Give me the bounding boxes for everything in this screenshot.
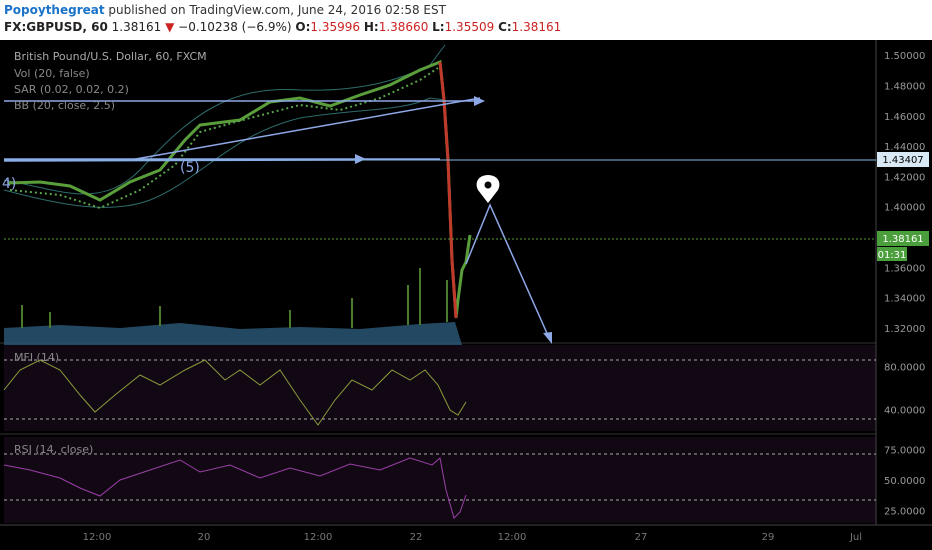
wave-4-label: 4)	[2, 176, 16, 192]
close-value: 1.38161	[511, 20, 562, 34]
arrow-heads	[355, 96, 552, 344]
mfi-line	[3, 359, 467, 426]
sar-series	[9, 67, 439, 210]
rsi-pane	[4, 437, 876, 523]
countdown-badge	[877, 247, 907, 261]
last-price-badge	[877, 231, 929, 246]
bb-legend: BB (20, close, 2.5)	[14, 99, 115, 112]
rsi-line	[3, 457, 467, 519]
down-triangle-icon: ▼	[165, 20, 175, 34]
rsi-tick-label: 50.0000	[884, 476, 925, 487]
price-chart[interactable]: 4) (5) British Pound/U.S. Dollar, 60, FX…	[0, 40, 932, 550]
sar-legend: SAR (0.02, 0.02, 0.2)	[14, 83, 129, 96]
high-value: 1.38660	[378, 20, 429, 34]
mfi-tick-label: 40.0000	[884, 406, 925, 417]
map-pin-icon	[476, 175, 500, 203]
quote-line: FX:GBPUSD, 60 1.38161 ▼ −0.10238 (−6.9%)…	[4, 20, 561, 34]
last-price-badge-label: 1.38161	[882, 234, 923, 245]
price-tick-label: 1.32000	[884, 324, 925, 335]
price-tick-label: 1.44000	[884, 142, 925, 153]
publish-line: Popoythegreat published on TradingView.c…	[4, 3, 446, 17]
time-tick-label: 20	[198, 532, 211, 543]
price-tick-label: 1.50000	[884, 51, 925, 62]
volume-area	[4, 322, 462, 345]
open-label: O:	[295, 20, 311, 34]
author-link[interactable]: Popoythegreat	[4, 3, 105, 17]
symbol-label: FX:GBPUSD, 60	[4, 20, 108, 34]
last-price: 1.38161	[111, 20, 162, 34]
countdown-label: 01:31	[878, 250, 907, 261]
price-tick-label: 1.42000	[884, 172, 925, 183]
rsi-tick-label: 75.0000	[884, 445, 925, 456]
rsi-legend: RSI (14, close)	[14, 443, 93, 456]
price-change: −0.10238 (−6.9%)	[178, 20, 292, 34]
published-text: published on TradingView.com, June 24, 2…	[108, 3, 446, 17]
vol-legend: Vol (20, false)	[14, 67, 90, 80]
time-tick-label: Jul	[849, 532, 862, 543]
level-badge-label: 1.43407	[882, 155, 923, 166]
open-value: 1.35996	[310, 20, 361, 34]
low-label: L:	[432, 20, 445, 34]
rsi-tick-label: 25.0000	[884, 507, 925, 518]
level-badge	[877, 152, 929, 167]
wave-5-label: (5)	[180, 160, 200, 176]
volume-bars	[21, 268, 448, 328]
price-tick-label: 1.46000	[884, 112, 925, 123]
bb-lower	[3, 97, 446, 208]
price-tick-label: 1.36000	[884, 263, 925, 274]
price-tick-label: 1.48000	[884, 81, 925, 92]
time-tick-label: 27	[635, 532, 648, 543]
mfi-pane	[4, 345, 876, 431]
mfi-axis-ticks: 80.0000 40.0000	[884, 363, 925, 417]
close-label: C:	[498, 20, 512, 34]
instrument-title: British Pound/U.S. Dollar, 60, FXCM	[14, 50, 207, 63]
time-tick-label: 29	[762, 532, 775, 543]
chart-header: Popoythegreat published on TradingView.c…	[0, 0, 932, 40]
time-tick-label: 22	[410, 532, 423, 543]
mfi-tick-label: 80.0000	[884, 363, 925, 374]
bb-upper	[3, 44, 446, 195]
high-label: H:	[363, 20, 379, 34]
price-tick-label: 1.40000	[884, 203, 925, 214]
indicator-legend: British Pound/U.S. Dollar, 60, FXCM Vol …	[14, 50, 207, 456]
time-tick-label: 12:00	[304, 532, 333, 543]
time-tick-label: 12:00	[498, 532, 527, 543]
rsi-axis-ticks: 75.0000 50.0000 25.0000	[884, 445, 925, 517]
time-tick-label: 12:00	[83, 532, 112, 543]
price-tick-label: 1.34000	[884, 294, 925, 305]
mfi-legend: MFI (14)	[14, 351, 59, 364]
time-axis-ticks: 12:00 20 12:00 22 12:00 27 29 Jul	[83, 532, 862, 543]
low-value: 1.35509	[444, 20, 495, 34]
